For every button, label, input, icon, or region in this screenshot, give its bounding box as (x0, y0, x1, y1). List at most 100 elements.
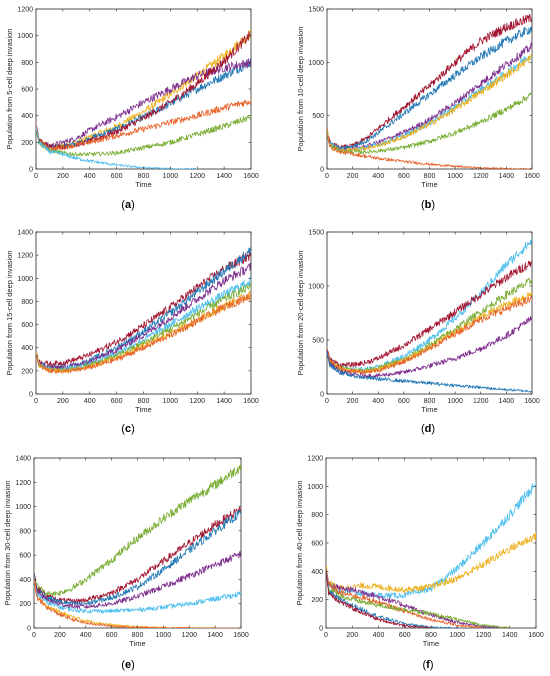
panel-d-xtick-label: 800 (424, 398, 436, 405)
panel-f-ylabel: Population from 40-cell deep invasion (295, 480, 304, 605)
panel-d-label: (d) (421, 423, 435, 435)
panel-f-xtick-label: 0 (324, 632, 328, 639)
panel-a-xtick-label: 1000 (163, 173, 179, 180)
panel-a-ytick-label: 200 (21, 140, 33, 147)
panel-a-series-green (36, 113, 251, 157)
panel-f-series-green (326, 569, 510, 628)
panel-a-ytick-label: 800 (21, 60, 33, 67)
panel-a-ytick-label: 400 (21, 113, 33, 120)
panel-b-series-yellow (327, 53, 532, 153)
panel-b: 0 200 400 600 800 1000 1200 1400 1600 0 500 1000 150… (296, 7, 540, 212)
panel-a-xtick-label: 1200 (189, 173, 205, 180)
panel-a-ytick-label: 1200 (17, 7, 33, 14)
panel-c-series-yellow (36, 290, 251, 374)
panel-e-ytick-label: 1400 (15, 456, 31, 463)
panel-e-xtick-label: 1000 (156, 632, 172, 639)
panel-c-ylabel: Population from 15-cell deep invasion (5, 250, 14, 375)
panel-f-xtick-label: 1000 (449, 632, 465, 639)
panel-a-xlabel: Time (135, 180, 151, 189)
panel-e-series-blue (34, 509, 241, 606)
panel-c-ytick-label: 1200 (17, 253, 33, 260)
panel-e-ytick-label: 0 (27, 626, 31, 633)
panel-b-series-red (327, 13, 532, 151)
panel-f-xlabel: Time (423, 639, 439, 648)
panel-c-xtick-label: 1400 (216, 398, 232, 405)
panel-c-xtick-label: 400 (84, 398, 96, 405)
panel-a-plot-area (35, 8, 252, 170)
panel-d-xtick-label: 1400 (499, 398, 515, 405)
panel-a-xtick-label: 800 (138, 173, 150, 180)
panel-c-xtick-label: 0 (34, 398, 38, 405)
panel-b-ytick-label: 1500 (308, 7, 324, 14)
panel-f-xtick-label: 400 (373, 632, 385, 639)
panel-c-series-purple (36, 262, 251, 371)
panel-f-series-purple (326, 569, 510, 628)
panel-d-series-red (327, 260, 532, 368)
panel-b-series-blue (327, 26, 532, 151)
panel-d-series-purple (327, 315, 532, 379)
panel-f-plot-area (325, 457, 537, 629)
panel-e-series-green (34, 464, 241, 597)
panel-e-xtick-label: 400 (80, 632, 92, 639)
panel-c-ytick-label: 200 (21, 368, 33, 375)
panel-b-ytick-label: 1000 (308, 60, 324, 67)
panel-a-xtick-label: 600 (111, 173, 123, 180)
panel-c-label: (c) (121, 423, 134, 435)
panel-b-xtick-label: 1200 (473, 173, 489, 180)
panel-e-series-red (34, 506, 241, 604)
panel-b-xtick-label: 0 (325, 173, 329, 180)
panel-b-xtick-label: 1400 (499, 173, 515, 180)
panel-a-ylabel: Population from 5-cell deep invasion (5, 29, 14, 150)
panel-a-xtick-label: 400 (84, 173, 96, 180)
panel-b-xtick-label: 800 (424, 173, 436, 180)
panel-c-ytick-label: 1000 (17, 276, 33, 283)
panel-b-ytick-label: 0 (320, 167, 324, 174)
panel-f-ytick-label: 0 (319, 626, 323, 633)
panel-b-xtick-label: 600 (398, 173, 410, 180)
panel-a-label: (a) (121, 199, 134, 211)
panel-f-xtick-label: 1400 (502, 632, 518, 639)
panel-b-series-green (327, 92, 532, 155)
panel-c-ytick-label: 0 (29, 392, 33, 399)
panel-f-ytick-label: 400 (311, 569, 323, 576)
panel-e-xtick-label: 1600 (233, 632, 249, 639)
panel-c-ytick-label: 400 (21, 345, 33, 352)
panel-d-series-green (327, 278, 532, 373)
panel-d-ylabel: Population from 20-cell deep invasion (296, 250, 305, 375)
panel-c-ytick-label: 800 (21, 299, 33, 306)
panel-f-xtick-label: 1600 (528, 632, 544, 639)
panel-a: 0 200 400 600 800 1000 1200 1400 1600 0 200 400 600 8… (5, 7, 259, 212)
panel-e-ytick-label: 200 (19, 601, 31, 608)
panel-a-xtick-label: 1400 (216, 173, 232, 180)
panel-b-ylabel: Population from 10-cell deep invasion (296, 26, 305, 151)
panel-f-ytick-label: 200 (311, 597, 323, 604)
panel-b-xtick-label: 400 (372, 173, 384, 180)
panel-d-xlabel: Time (421, 405, 437, 414)
panel-f-ytick-label: 1200 (307, 456, 323, 463)
panel-a-series-orange (36, 97, 251, 152)
panel-e-series-purple (34, 550, 241, 609)
panel-b-label: (b) (421, 199, 435, 211)
panel-c-xtick-label: 1000 (163, 398, 179, 405)
panel-d-series-blue (327, 351, 532, 393)
panel-e-xtick-label: 1200 (181, 632, 197, 639)
panel-d-series-cyan (327, 237, 532, 372)
panel-e-ylabel: Population from 30-cell deep invasion (3, 480, 12, 605)
panel-d-xtick-label: 1600 (524, 398, 540, 405)
panel-f-xtick-label: 200 (346, 632, 358, 639)
panel-d-xtick-label: 1000 (447, 398, 463, 405)
panel-c-series-orange (36, 293, 251, 374)
panel-e-ytick-label: 800 (19, 528, 31, 535)
panel-b-xtick-label: 1600 (524, 173, 540, 180)
panel-c-ytick-label: 1400 (17, 230, 33, 237)
panel-f-ytick-label: 600 (311, 541, 323, 548)
panel-b-ytick-label: 500 (312, 113, 324, 120)
panel-b-xtick-label: 1000 (447, 173, 463, 180)
panel-e-label: (e) (121, 659, 134, 671)
panel-f-xtick-label: 1200 (476, 632, 492, 639)
panel-e-xlabel: Time (129, 639, 145, 648)
panel-d-xtick-label: 600 (398, 398, 410, 405)
panel-f: 0 200 400 600 800 1000 1200 1400 1600 0 200 400 600 8… (295, 456, 544, 672)
panel-e-ytick-label: 600 (19, 553, 31, 560)
